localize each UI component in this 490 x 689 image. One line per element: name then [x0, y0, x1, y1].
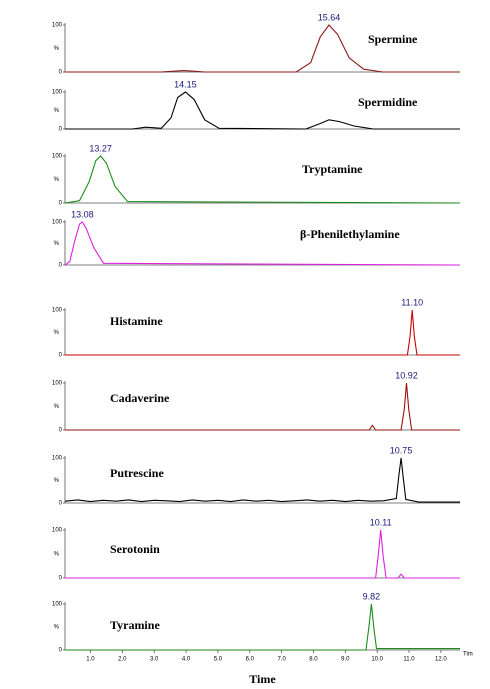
compound-name: Spermidine — [358, 95, 418, 109]
y-tick-label: 0 — [59, 127, 63, 133]
x-tick-label: 10.0 — [371, 657, 383, 663]
x-tick-label: 12.0 — [435, 657, 447, 663]
y-tick-label: 0 — [59, 648, 63, 654]
x-axis-title: Time — [249, 672, 276, 686]
x-axis-end-label: Tim — [463, 652, 473, 658]
x-tick-label: 8.0 — [309, 657, 318, 663]
y-tick-label: 100 — [52, 308, 63, 314]
y-tick-label: 100 — [52, 23, 63, 29]
trace — [65, 91, 460, 130]
y-tick-label: 100 — [52, 90, 63, 96]
compound-name: β-Phenilethylamine — [300, 227, 400, 241]
compound-name: Tyramine — [110, 618, 160, 632]
x-tick-label: 5.0 — [214, 657, 223, 663]
peak-label: 11.10 — [401, 297, 423, 307]
x-tick-label: 11.0 — [403, 657, 415, 663]
y-axis-label: % — [54, 404, 60, 410]
y-tick-label: 100 — [52, 220, 63, 226]
trace — [65, 529, 460, 579]
trace — [64, 221, 461, 266]
y-tick-label: 0 — [59, 501, 63, 507]
trace — [65, 309, 460, 356]
x-tick-label: 2.0 — [118, 657, 127, 663]
compound-name: Serotonin — [110, 542, 160, 556]
x-tick-label: 6.0 — [246, 657, 255, 663]
y-tick-label: 100 — [52, 154, 63, 160]
compound-name: Putrescine — [110, 466, 164, 480]
y-axis-label: % — [54, 478, 60, 484]
y-tick-label: 0 — [59, 576, 63, 582]
y-tick-label: 0 — [59, 70, 63, 76]
trace — [65, 24, 460, 73]
y-axis-label: % — [54, 330, 60, 336]
trace — [64, 457, 460, 503]
peak-label: 15.64 — [318, 12, 341, 22]
trace — [65, 382, 460, 431]
y-tick-label: 0 — [59, 201, 63, 207]
y-axis-label: % — [54, 241, 60, 247]
peak-label: 9.82 — [363, 591, 381, 601]
y-axis-label: % — [54, 108, 60, 114]
compound-name: Histamine — [110, 314, 163, 328]
y-axis-label: % — [54, 46, 60, 52]
y-axis-label: % — [54, 625, 60, 631]
x-tick-label: 1.0 — [86, 657, 95, 663]
peak-label: 10.11 — [370, 517, 392, 527]
x-tick-label: 7.0 — [277, 657, 286, 663]
compound-name: Spermine — [368, 32, 418, 46]
y-tick-label: 0 — [59, 428, 63, 434]
x-tick-label: 4.0 — [182, 657, 191, 663]
y-tick-label: 0 — [59, 263, 63, 269]
peak-label: 10.75 — [390, 445, 413, 455]
peak-label: 14.15 — [174, 79, 197, 89]
x-tick-label: 9.0 — [341, 657, 350, 663]
peak-label: 10.92 — [395, 370, 418, 380]
x-tick-label: 3.0 — [150, 657, 159, 663]
y-tick-label: 100 — [52, 456, 63, 462]
compound-name: Tryptamine — [302, 162, 363, 176]
compound-name: Cadaverine — [110, 391, 170, 405]
y-tick-label: 100 — [52, 528, 63, 534]
peak-label: 13.27 — [89, 143, 112, 153]
trace — [65, 603, 460, 651]
y-axis-label: % — [54, 177, 60, 183]
y-tick-label: 0 — [59, 353, 63, 359]
y-axis-label: % — [54, 552, 60, 558]
peak-label: 13.08 — [71, 209, 94, 219]
y-tick-label: 100 — [52, 381, 63, 387]
trace — [64, 155, 461, 204]
y-tick-label: 100 — [52, 602, 63, 608]
